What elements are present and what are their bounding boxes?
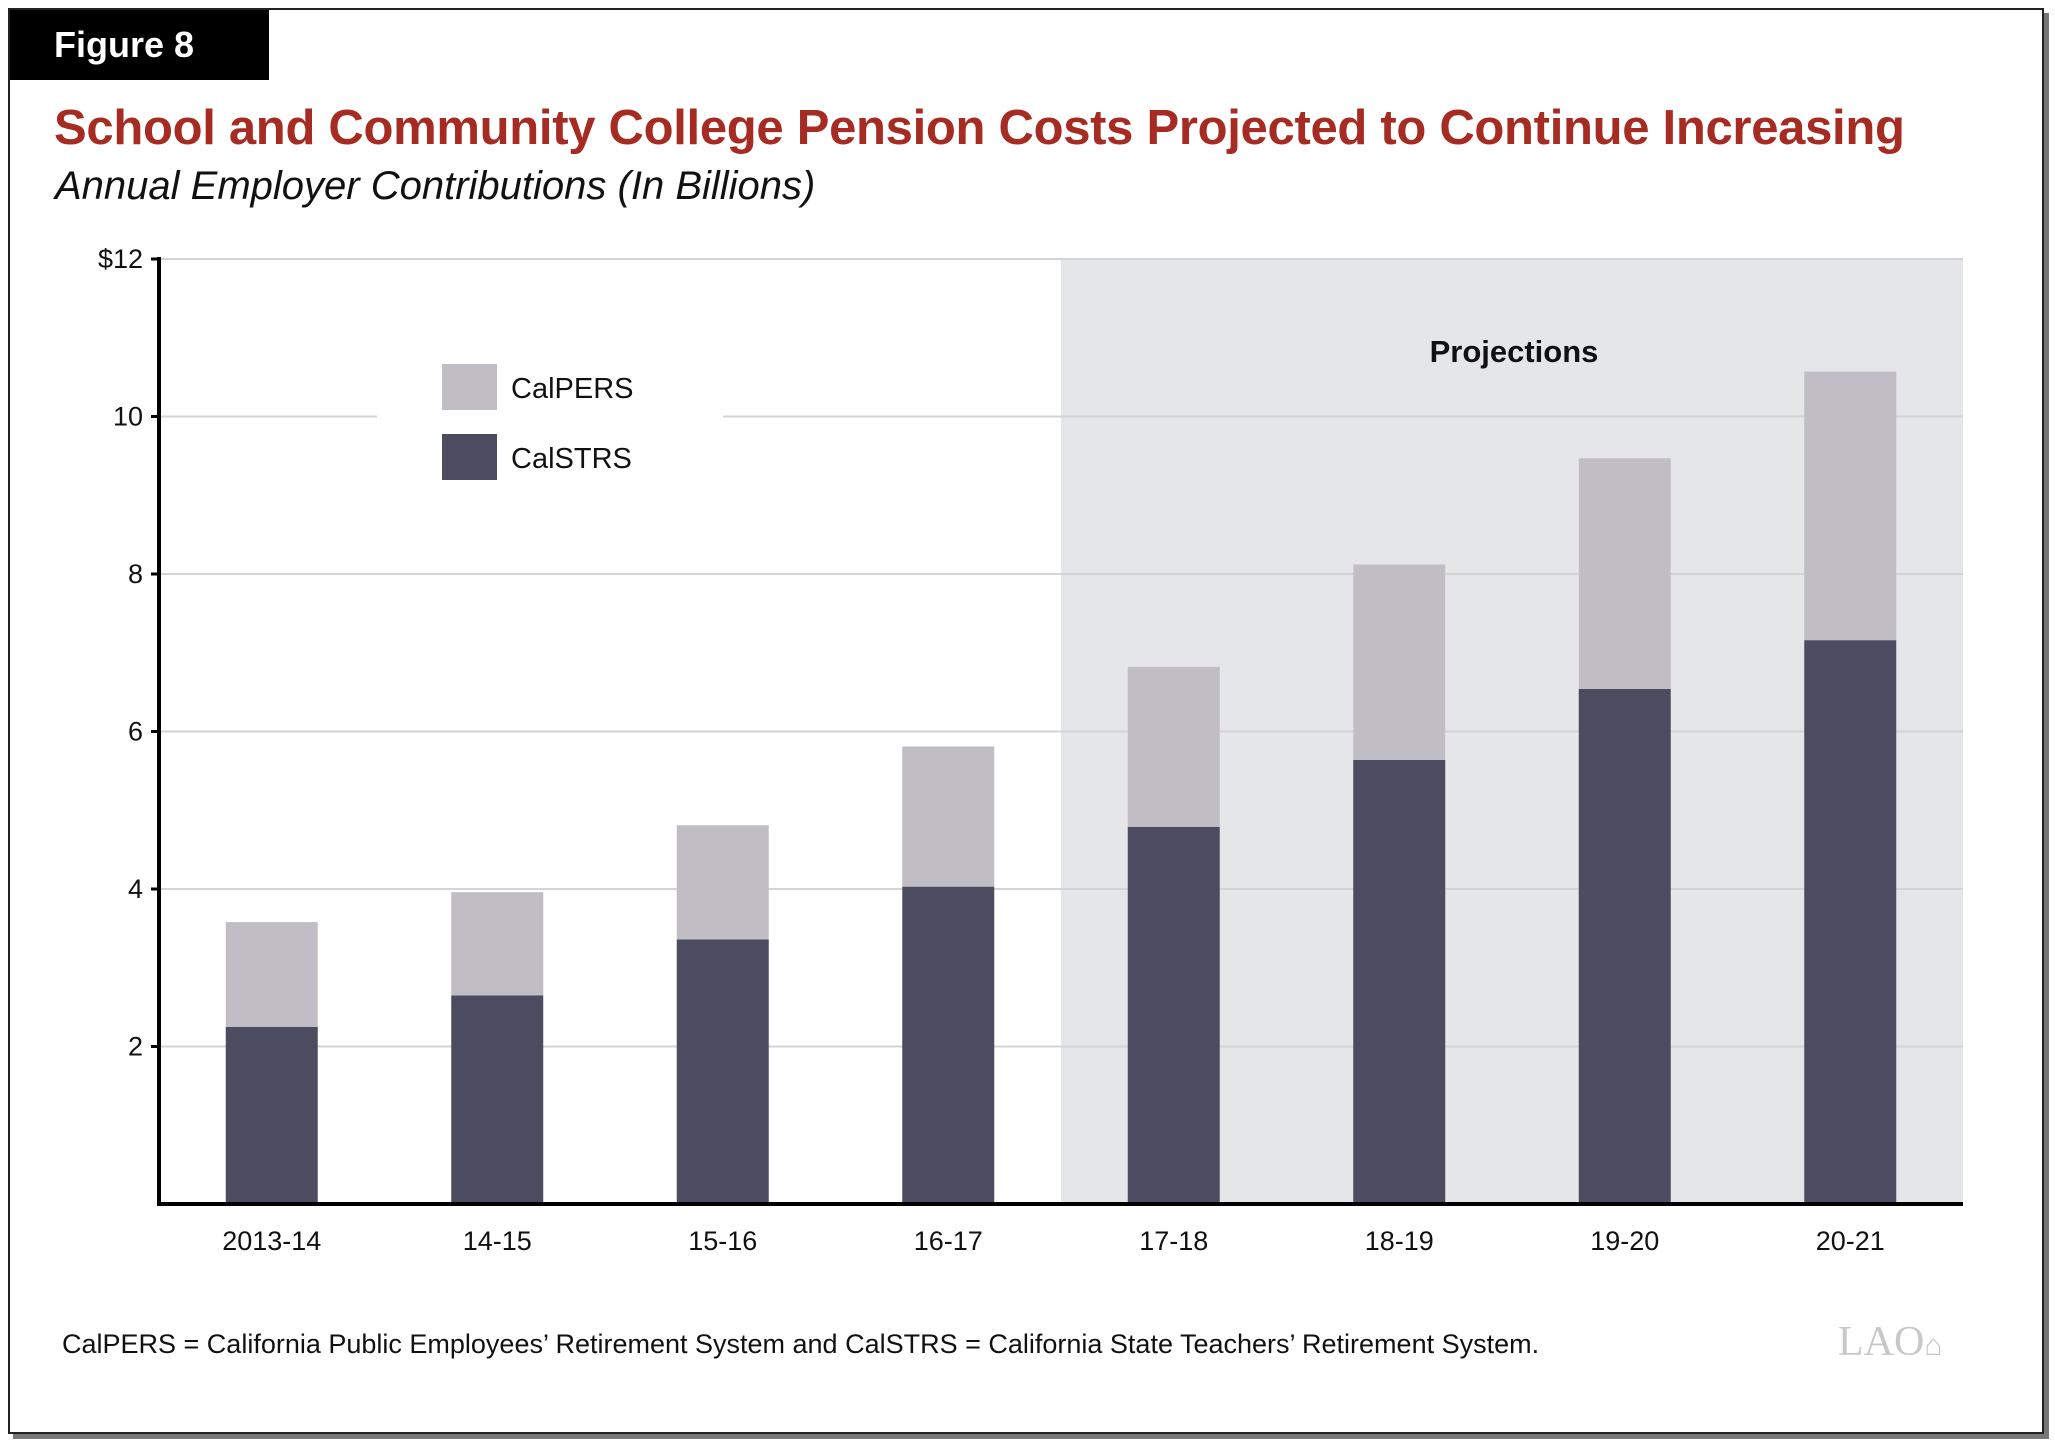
x-tick-label: 17-18 xyxy=(1139,1226,1208,1256)
bar-calpers-14-15 xyxy=(451,892,544,996)
x-tick-label: 14-15 xyxy=(463,1226,532,1256)
legend-background xyxy=(377,350,723,500)
projections-label: Projections xyxy=(1430,334,1599,369)
bar-calstrs-14-15 xyxy=(451,995,544,1204)
bar-calpers-15-16 xyxy=(676,825,769,940)
y-tick-label: $12 xyxy=(98,244,143,274)
chart-title: School and Community College Pension Cos… xyxy=(54,101,1905,155)
chart-subtitle: Annual Employer Contributions (In Billio… xyxy=(55,164,816,208)
bar-calpers-19-20 xyxy=(1578,458,1671,689)
lao-logo: LAO⌂ xyxy=(1838,1318,1942,1366)
legend-swatch-calpers xyxy=(442,364,497,410)
logo-text: LAO xyxy=(1838,1319,1925,1365)
y-tick-label: 4 xyxy=(128,874,143,904)
bar-calstrs-15-16 xyxy=(676,939,769,1204)
y-tick-label: 10 xyxy=(113,402,143,432)
legend-label-calpers: CalPERS xyxy=(511,373,634,405)
x-tick-label: 19-20 xyxy=(1590,1226,1659,1256)
bar-calstrs-17-18 xyxy=(1127,826,1220,1204)
legend-swatch-calstrs xyxy=(442,434,497,480)
x-tick-label: 16-17 xyxy=(914,1226,983,1256)
bar-calstrs-2013-14 xyxy=(225,1026,318,1204)
bar-calpers-2013-14 xyxy=(225,922,318,1027)
legend-label-calstrs: CalSTRS xyxy=(511,443,632,475)
x-tick-label: 20-21 xyxy=(1816,1226,1885,1256)
x-tick-label: 18-19 xyxy=(1365,1226,1434,1256)
bar-calstrs-20-21 xyxy=(1804,640,1897,1204)
x-tick-label: 2013-14 xyxy=(222,1226,321,1256)
footnote: CalPERS = California Public Employees’ R… xyxy=(62,1329,1540,1359)
bar-calstrs-19-20 xyxy=(1578,688,1671,1204)
y-tick-label: 2 xyxy=(128,1032,143,1062)
bar-calstrs-18-19 xyxy=(1353,759,1446,1204)
bar-calpers-16-17 xyxy=(902,746,995,887)
y-tick-label: 8 xyxy=(128,559,143,589)
bar-calstrs-16-17 xyxy=(902,886,995,1204)
bar-calpers-17-18 xyxy=(1127,666,1220,827)
bar-calpers-18-19 xyxy=(1353,564,1446,760)
capitol-dome-icon: ⌂ xyxy=(1924,1329,1943,1362)
x-tick-label: 15-16 xyxy=(688,1226,757,1256)
bar-calpers-20-21 xyxy=(1804,371,1897,641)
figure-label: Figure 8 xyxy=(10,10,269,80)
y-tick-label: 6 xyxy=(128,717,143,747)
